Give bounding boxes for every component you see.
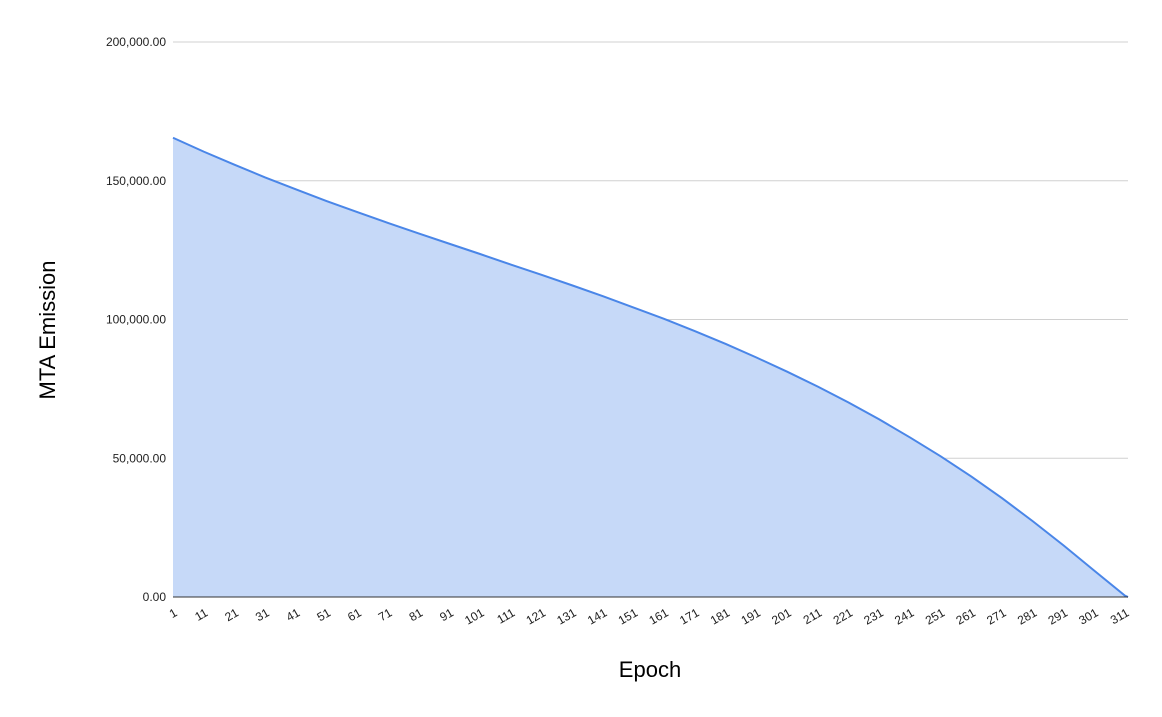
x-axis-title: Epoch — [619, 657, 681, 682]
x-tick-label: 261 — [954, 605, 979, 627]
x-axis-ticks: 1 11 21 31 41 51 61 71 81 91 101 111 121 131 141 151 161… — [167, 605, 1132, 627]
x-tick-label: 231 — [861, 605, 886, 627]
x-tick-label: 101 — [462, 605, 487, 627]
x-tick-label: 151 — [616, 605, 641, 627]
x-tick-label: 41 — [284, 605, 303, 624]
x-tick-label: 131 — [554, 605, 579, 627]
x-tick-label: 241 — [892, 605, 917, 627]
x-tick-label: 181 — [708, 605, 733, 627]
x-tick-label: 121 — [524, 605, 549, 627]
x-tick-label: 51 — [314, 605, 333, 624]
x-tick-label: 61 — [345, 605, 364, 624]
y-tick-label: 0.00 — [143, 590, 167, 604]
x-tick-label: 211 — [801, 605, 825, 627]
x-tick-label: 221 — [831, 605, 856, 627]
y-tick-label: 200,000.00 — [106, 35, 166, 49]
x-tick-label: 161 — [646, 605, 671, 627]
x-tick-label: 301 — [1076, 605, 1101, 627]
x-tick-label: 141 — [585, 605, 610, 627]
y-axis-ticks: 0.00 50,000.00 100,000.00 150,000.00 200,000… — [106, 35, 166, 604]
x-tick-label: 91 — [437, 605, 456, 624]
x-tick-label: 111 — [494, 605, 517, 626]
x-tick-label: 191 — [739, 605, 764, 627]
y-tick-label: 100,000.00 — [106, 313, 166, 327]
x-tick-label: 171 — [677, 605, 702, 627]
x-tick-label: 311 — [1108, 605, 1132, 627]
x-tick-label: 251 — [923, 605, 948, 627]
x-tick-label: 81 — [407, 605, 426, 624]
x-tick-label: 201 — [769, 605, 794, 627]
x-tick-label: 21 — [222, 605, 241, 624]
x-tick-label: 31 — [253, 605, 272, 624]
x-tick-label: 281 — [1015, 605, 1040, 627]
y-axis-title: MTA Emission — [35, 261, 60, 400]
series-line — [172, 136, 1129, 598]
y-tick-label: 50,000.00 — [113, 451, 167, 465]
x-tick-label: 71 — [376, 605, 395, 624]
x-tick-label: 271 — [984, 605, 1009, 627]
x-tick-label: 11 — [192, 605, 210, 624]
series-area-fill — [173, 137, 1128, 598]
x-tick-label: 291 — [1046, 605, 1071, 627]
x-tick-label: 1 — [167, 605, 180, 621]
y-tick-label: 150,000.00 — [106, 174, 166, 188]
